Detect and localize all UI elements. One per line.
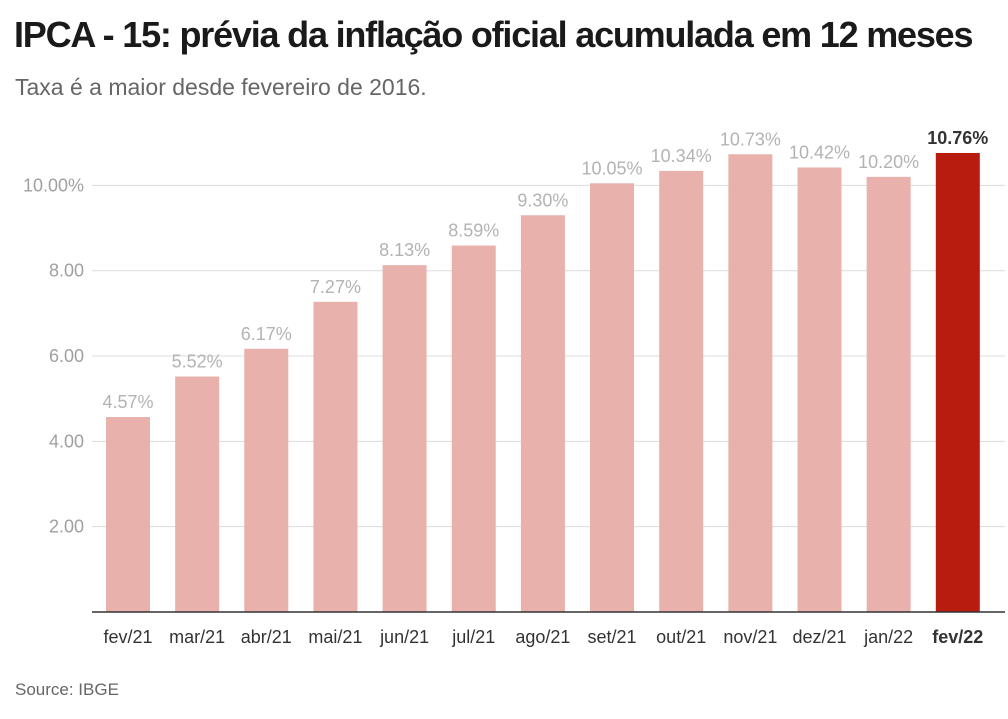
data-label: 5.52% [172,352,223,372]
data-label: 10.05% [582,158,643,178]
bar [728,154,773,613]
y-tick-label: 4.00 [49,431,84,451]
chart-subtitle: Taxa é a maior desde fevereiro de 2016. [15,74,427,100]
source-note: Source: IBGE [15,680,119,699]
data-label: 8.13% [379,240,430,260]
x-tick-label: nov/21 [723,627,777,647]
data-label: 10.76% [927,128,988,148]
data-label: 10.73% [720,129,781,149]
bars [106,152,980,613]
y-tick-label: 8.00 [49,261,84,281]
bar [451,245,496,612]
x-tick-label: set/21 [588,627,637,647]
y-tick-label: 2.00 [49,517,84,537]
x-tick-label: mar/21 [169,627,225,647]
x-axis-ticks: fev/21 mar/21 abr/21 mai/21 jun/21 jul/21 ago/… [103,627,983,647]
y-tick-label: 6.00 [49,346,84,366]
data-label: 10.42% [789,142,850,162]
bar [797,167,842,613]
x-tick-label: fev/22 [932,627,983,647]
bar [935,152,980,612]
bar [106,417,150,612]
data-label: 6.17% [241,324,292,344]
data-label: 10.20% [858,152,919,172]
data-labels: 4.57% 5.52% 6.17% 7.27% 8.13% 8.59% 9.30% 10.05… [102,128,988,412]
x-tick-label: fev/21 [103,627,152,647]
bar [590,183,635,612]
x-tick-label: jun/21 [379,627,429,647]
x-tick-label: out/21 [656,627,706,647]
bar [382,265,427,612]
x-tick-label: jul/21 [451,627,495,647]
y-axis-ticks: 2.00 4.00 6.00 8.00 10.00% [23,175,84,536]
x-tick-label: jan/22 [863,627,913,647]
x-tick-label: abr/21 [241,627,292,647]
data-label: 4.57% [102,392,153,412]
bar [520,215,565,612]
chart-title: IPCA - 15: prévia da inflação oficial ac… [14,14,973,55]
x-tick-label: dez/21 [792,627,846,647]
data-label: 8.59% [448,221,499,241]
bar [313,301,358,612]
x-tick-label: mai/21 [308,627,362,647]
data-label: 10.34% [651,146,712,166]
y-tick-label: 10.00% [23,175,84,195]
data-label: 9.30% [517,190,568,210]
bar [866,176,911,613]
data-label: 7.27% [310,277,361,297]
bar [244,348,289,612]
x-tick-label: ago/21 [515,627,570,647]
bar [659,170,704,612]
bar [175,376,220,612]
